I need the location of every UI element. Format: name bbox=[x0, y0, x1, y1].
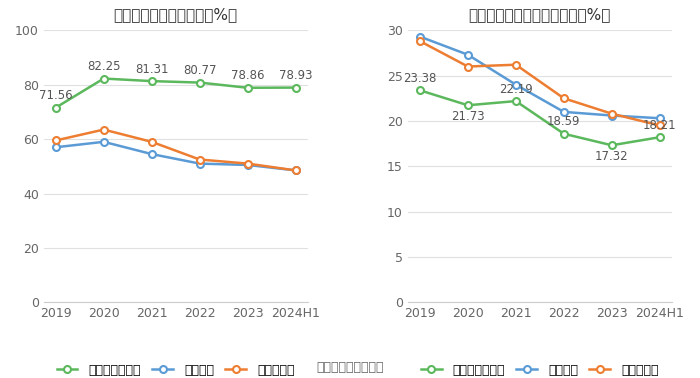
Line: 行业中位数: 行业中位数 bbox=[52, 126, 299, 174]
公司资产负债率 bbox=[99, 76, 108, 81]
有息资产负债率 bbox=[559, 132, 568, 136]
行业中位数 bbox=[656, 123, 664, 128]
有息资产负债率 bbox=[416, 88, 424, 93]
Title: 近年来有息资产负债率情况（%）: 近年来有息资产负债率情况（%） bbox=[468, 7, 611, 22]
行业均值 bbox=[608, 113, 616, 118]
行业均值 bbox=[52, 145, 60, 150]
Text: 78.86: 78.86 bbox=[231, 69, 265, 82]
公司资产负债率 bbox=[148, 79, 156, 84]
公司资产负债率 bbox=[195, 80, 204, 85]
Text: 81.31: 81.31 bbox=[135, 62, 169, 76]
Text: 数据来源：恒生聚源: 数据来源：恒生聚源 bbox=[316, 361, 384, 374]
Line: 行业均值: 行业均值 bbox=[416, 33, 663, 122]
行业中位数 bbox=[559, 96, 568, 101]
Text: 82.25: 82.25 bbox=[87, 60, 120, 73]
Text: 78.93: 78.93 bbox=[279, 69, 312, 82]
Line: 有息资产负债率: 有息资产负债率 bbox=[416, 87, 663, 149]
行业中位数 bbox=[195, 157, 204, 162]
行业均值 bbox=[559, 110, 568, 114]
行业均值 bbox=[512, 82, 520, 87]
有息资产负债率 bbox=[608, 143, 616, 147]
行业均值 bbox=[195, 161, 204, 166]
行业均值 bbox=[99, 139, 108, 144]
Line: 行业中位数: 行业中位数 bbox=[416, 38, 663, 129]
行业中位数 bbox=[244, 161, 252, 166]
行业均值 bbox=[656, 116, 664, 121]
有息资产负债率 bbox=[463, 103, 472, 107]
公司资产负债率 bbox=[291, 85, 300, 90]
Text: 80.77: 80.77 bbox=[183, 64, 216, 77]
Text: 22.19: 22.19 bbox=[499, 82, 533, 96]
Legend: 有息资产负债率, 行业均值, 行业中位数: 有息资产负债率, 行业均值, 行业中位数 bbox=[415, 358, 664, 378]
Text: 17.32: 17.32 bbox=[595, 150, 629, 163]
Text: 71.56: 71.56 bbox=[39, 89, 73, 102]
行业中位数 bbox=[608, 112, 616, 116]
Text: 21.73: 21.73 bbox=[451, 110, 484, 123]
行业中位数 bbox=[99, 127, 108, 132]
Title: 近年来资产负债率情况（%）: 近年来资产负债率情况（%） bbox=[113, 7, 238, 22]
公司资产负债率 bbox=[244, 85, 252, 90]
行业中位数 bbox=[463, 64, 472, 69]
Legend: 公司资产负债率, 行业均值, 行业中位数: 公司资产负债率, 行业均值, 行业中位数 bbox=[51, 358, 300, 378]
行业中位数 bbox=[148, 139, 156, 144]
行业均值 bbox=[291, 168, 300, 173]
Text: 23.38: 23.38 bbox=[403, 72, 437, 85]
行业中位数 bbox=[416, 39, 424, 43]
行业中位数 bbox=[52, 138, 60, 143]
Text: 18.21: 18.21 bbox=[643, 119, 677, 132]
有息资产负债率 bbox=[656, 135, 664, 139]
有息资产负债率 bbox=[512, 99, 520, 103]
行业均值 bbox=[463, 53, 472, 57]
行业均值 bbox=[416, 34, 424, 39]
行业均值 bbox=[244, 163, 252, 167]
行业中位数 bbox=[291, 168, 300, 173]
Line: 公司资产负债率: 公司资产负债率 bbox=[52, 75, 299, 111]
公司资产负债率 bbox=[52, 105, 60, 110]
行业均值 bbox=[148, 152, 156, 156]
Text: 18.59: 18.59 bbox=[547, 115, 580, 128]
行业中位数 bbox=[512, 62, 520, 67]
Line: 行业均值: 行业均值 bbox=[52, 138, 299, 174]
